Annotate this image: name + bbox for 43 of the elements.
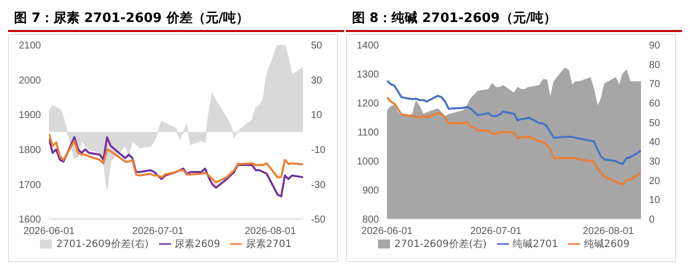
y2-tick-label: 80	[649, 60, 661, 71]
y2-tick-label: 20	[649, 176, 661, 187]
x-tick-label: 2026-06-01	[23, 226, 76, 238]
y2-tick-label: 60	[649, 98, 661, 110]
y-tick-label: 1200	[356, 98, 380, 110]
y-tick-label: 1600	[18, 214, 42, 226]
y2-tick-label: 50	[311, 40, 323, 52]
y-tick-label: 1300	[356, 70, 380, 81]
y2-tick-label: 50	[649, 118, 661, 129]
y2-tick-label: 30	[311, 75, 323, 86]
y-tick-label: 1700	[18, 180, 42, 191]
y2-tick-label: 30	[649, 156, 661, 168]
x-tick-label: 2026-07-01	[470, 226, 522, 238]
legend-label: 纯碱2701	[512, 239, 558, 250]
legend-label: 尿素2701	[246, 239, 292, 250]
y-tick-label: 1800	[18, 144, 42, 156]
x-tick-label: 2026-08-01	[244, 226, 296, 238]
y2-tick-label: 10	[649, 195, 661, 206]
y-tick-label: 800	[362, 214, 380, 226]
y2-tick-label: 10	[311, 110, 323, 122]
y-tick-label: 900	[362, 186, 380, 197]
y2-tick-label: 70	[649, 79, 661, 90]
legend-label: 2701-2609价差(右)	[394, 239, 487, 250]
x-tick-label: 2026-08-01	[582, 226, 634, 238]
y-tick-label: 1100	[357, 128, 380, 139]
y-tick-label: 2100	[18, 40, 42, 52]
x-tick-label: 2026-06-01	[361, 226, 414, 238]
y-tick-label: 1000	[356, 156, 380, 168]
y2-tick-label: -50	[311, 214, 326, 226]
y-tick-label: 1900	[18, 110, 42, 122]
legend-label: 尿素2609	[174, 239, 220, 250]
y2-tick-label: 90	[649, 40, 661, 52]
chart-title: 图 7：尿素 2701-2609 价差（元/吨）	[8, 8, 344, 32]
legend-label: 2701-2609价差(右)	[56, 239, 149, 250]
legend-label: 纯碱2609	[584, 239, 630, 250]
y2-tick-label: -30	[311, 180, 326, 191]
y-tick-label: 2000	[18, 75, 42, 86]
y-tick-label: 1400	[356, 40, 380, 52]
y2-tick-label: 40	[649, 137, 661, 148]
chart-title: 图 8：纯碱 2701-2609（元/吨）	[346, 8, 682, 32]
y2-tick-label: 0	[649, 214, 655, 226]
x-tick-label: 2026-07-01	[132, 226, 184, 238]
y2-tick-label: -10	[311, 144, 326, 156]
